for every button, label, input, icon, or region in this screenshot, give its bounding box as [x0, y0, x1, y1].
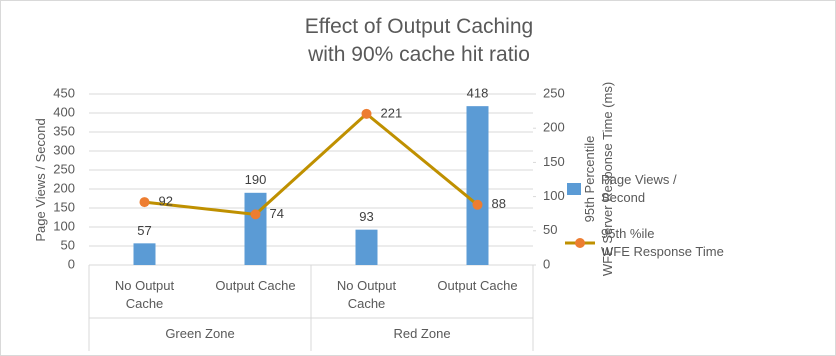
bar-value-label: 93	[359, 209, 373, 224]
legend-label: 95th %ile WFE Response Time	[601, 226, 724, 259]
bar	[244, 192, 267, 265]
y2-tick-label: 200	[543, 120, 565, 135]
y-tick-label: 0	[68, 256, 75, 271]
line-value-label: 74	[270, 206, 284, 221]
bar-value-label: 418	[467, 86, 489, 101]
legend-swatch	[567, 183, 581, 195]
line	[144, 111, 479, 216]
x-tick-label: Output Cache	[215, 278, 296, 293]
x-tick-label: No Output Cache	[114, 278, 175, 311]
legend-label: Page Views / Second	[601, 172, 677, 205]
y-tick-label: 50	[61, 237, 75, 252]
line-marker	[361, 108, 372, 119]
y2-tick-label: 50	[543, 222, 557, 237]
bar	[133, 243, 156, 265]
y-tick-label: 350	[53, 123, 75, 138]
y-tick-label: 100	[53, 218, 75, 233]
y2-tick-label: 150	[543, 154, 565, 169]
bar	[466, 106, 489, 265]
y-tick-label: 400	[53, 104, 75, 119]
line-value-label: 92	[159, 194, 173, 209]
group-label: Red Zone	[393, 326, 451, 341]
y-tick-label: 150	[53, 199, 75, 214]
bar-value-label: 57	[137, 223, 151, 238]
line-value-label: 88	[492, 196, 506, 211]
x-tick-label: No Output Cache	[336, 278, 397, 311]
x-tick-label: Output Cache	[437, 278, 518, 293]
bar-value-label: 190	[245, 172, 267, 187]
chart-title: Effect of Output Caching with 90% cache …	[304, 15, 534, 66]
y-tick-label: 200	[53, 180, 75, 195]
line-value-label: 221	[381, 105, 403, 120]
y2-tick-label: 0	[543, 256, 550, 271]
bar	[355, 229, 378, 265]
y-tick-label: 300	[53, 142, 75, 157]
y2-tick-label: 100	[543, 188, 565, 203]
legend-marker	[575, 238, 585, 248]
group-label: Green Zone	[165, 326, 235, 341]
y-tick-label: 250	[53, 161, 75, 176]
y-tick-label: 450	[53, 85, 75, 100]
line-marker	[250, 209, 261, 220]
line-marker	[139, 197, 150, 208]
y-axis-title: Page Views / Second	[33, 118, 48, 242]
y2-tick-label: 250	[543, 85, 565, 100]
line-marker	[472, 199, 483, 210]
